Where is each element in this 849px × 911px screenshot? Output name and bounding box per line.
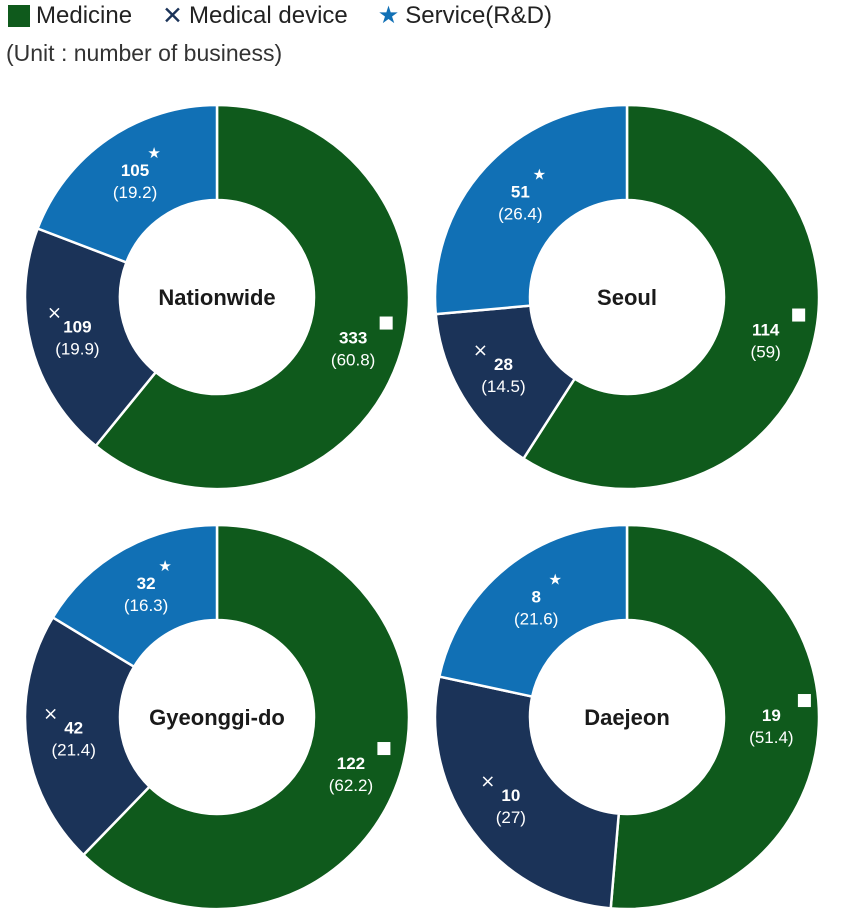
value-label-gyeonggi-do-service-r-d: 32 <box>137 574 156 593</box>
unit-label: (Unit : number of business) <box>6 40 283 66</box>
star-marker: ★ <box>533 165 546 183</box>
value-label-daejeon-medical-device: 10 <box>501 786 520 805</box>
slice-gyeonggi-do-medical-device <box>23 615 152 857</box>
donut-daejeon: 19 (51.4)■ 10 (27)× 8 (21.6) ★ Daejeon <box>433 523 821 911</box>
x-marker: × <box>43 703 58 724</box>
slice-daejeon-medical-device <box>433 675 621 910</box>
value-label-daejeon-medicine: 19 <box>762 706 781 725</box>
slice-nationwide-medical-device <box>23 226 158 448</box>
star-marker: ★ <box>147 144 160 162</box>
x-icon: ✕ <box>162 2 183 30</box>
x-marker: × <box>480 771 495 792</box>
value-label-gyeonggi-do-medicine: 122 <box>337 754 365 773</box>
legend-item-medicine: Medicine <box>8 2 132 30</box>
legend-label-medical-device: Medical device <box>189 2 348 29</box>
value-label-seoul-service-r-d: 51 <box>511 182 530 201</box>
slice-nationwide-medicine <box>93 103 411 491</box>
square-marker: ■ <box>796 690 812 710</box>
legend-label-service: Service(R&D) <box>405 2 552 29</box>
slice-nationwide-service-r-d <box>36 103 219 265</box>
value-label-nationwide-medicine: 333 <box>339 328 367 347</box>
legend-label-medicine: Medicine <box>36 2 133 29</box>
slice-daejeon-service-r-d <box>437 523 629 699</box>
value-label-daejeon-service-r-d: 8 <box>531 588 540 607</box>
x-marker: × <box>47 302 62 323</box>
star-marker: ★ <box>158 557 171 575</box>
legend: Medicine ✕ Medical device ★ Service(R&D) <box>8 0 582 32</box>
percent-label-seoul-medicine: (59) <box>751 343 781 362</box>
percent-label-nationwide-medicine: (60.8) <box>331 350 375 369</box>
slice-gyeonggi-do-service-r-d <box>51 523 219 669</box>
star-marker: ★ <box>548 571 561 589</box>
chart-title-seoul: Seoul <box>597 285 657 310</box>
percent-label-seoul-service-r-d: (26.4) <box>498 204 542 223</box>
x-marker: × <box>473 340 488 361</box>
percent-label-gyeonggi-do-medical-device: (21.4) <box>51 740 95 759</box>
percent-label-seoul-medical-device: (14.5) <box>481 377 525 396</box>
star-icon: ★ <box>377 2 400 29</box>
square-icon <box>8 5 30 27</box>
chart-title-nationwide: Nationwide <box>158 285 275 310</box>
percent-label-nationwide-service-r-d: (19.2) <box>113 183 157 202</box>
value-label-nationwide-service-r-d: 105 <box>121 161 149 180</box>
value-label-seoul-medicine: 114 <box>752 321 780 340</box>
legend-item-service: ★ Service(R&D) <box>378 2 552 30</box>
percent-label-nationwide-medical-device: (19.9) <box>55 339 99 358</box>
square-marker: ■ <box>378 312 394 332</box>
legend-item-medical-device: ✕ Medical device <box>162 2 348 30</box>
square-marker: ■ <box>376 738 392 758</box>
slice-seoul-medical-device <box>434 304 577 461</box>
slice-seoul-medicine <box>521 103 821 491</box>
square-marker: ■ <box>791 305 807 325</box>
value-label-seoul-medical-device: 28 <box>494 355 513 374</box>
percent-label-gyeonggi-do-service-r-d: (16.3) <box>124 596 168 615</box>
value-label-gyeonggi-do-medical-device: 42 <box>64 718 83 737</box>
chart-title-daejeon: Daejeon <box>584 705 670 730</box>
chart-title-gyeonggi-do: Gyeonggi-do <box>149 705 285 730</box>
percent-label-daejeon-medical-device: (27) <box>496 808 526 827</box>
slice-daejeon-medicine <box>609 523 821 911</box>
percent-label-daejeon-medicine: (51.4) <box>749 728 793 747</box>
percent-label-daejeon-service-r-d: (21.6) <box>514 610 558 629</box>
donut-seoul: 114 (59) ■ 28 (14.5) × 51 (26.4) ★ Seoul <box>433 103 821 491</box>
donut-gyeonggi-do: 122 (62.2)■ 42 (21.4) × 32 (16.3) ★ Gyeonggi-do <box>23 523 411 911</box>
slice-gyeonggi-do-medicine <box>81 523 411 911</box>
value-label-nationwide-medical-device: 109 <box>63 317 91 336</box>
percent-label-gyeonggi-do-medicine: (62.2) <box>329 776 373 795</box>
donut-nationwide: 333 (60.8)■ 109 (19.9) × 105 (19.2) ★ Nationwide <box>23 103 411 491</box>
slice-seoul-service-r-d <box>433 103 629 316</box>
